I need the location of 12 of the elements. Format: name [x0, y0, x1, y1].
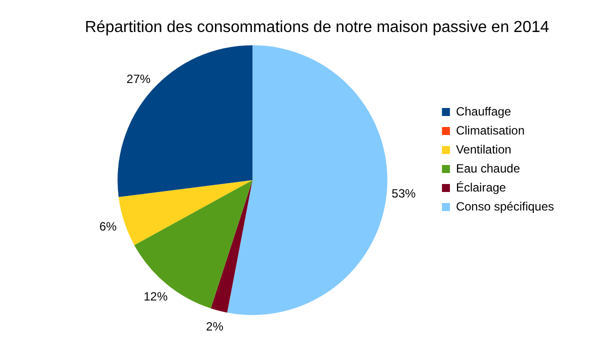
- chart-title: Répartition des consommations de notre maison passive en 2014: [84, 19, 550, 36]
- data-label: 12%: [144, 289, 168, 304]
- legend-label: Eau chaude: [456, 161, 520, 176]
- legend-label: Éclairage: [456, 180, 506, 194]
- data-label: 27%: [126, 72, 151, 86]
- legend-label: Conso spécifiques: [456, 199, 554, 214]
- legend-label: Ventilation: [456, 142, 512, 156]
- legend-label: Climatisation: [456, 123, 525, 138]
- data-label: 2%: [206, 320, 224, 334]
- data-label: 53%: [392, 186, 416, 201]
- data-label: 6%: [99, 219, 118, 234]
- legend-label: Chauffage: [456, 104, 512, 118]
